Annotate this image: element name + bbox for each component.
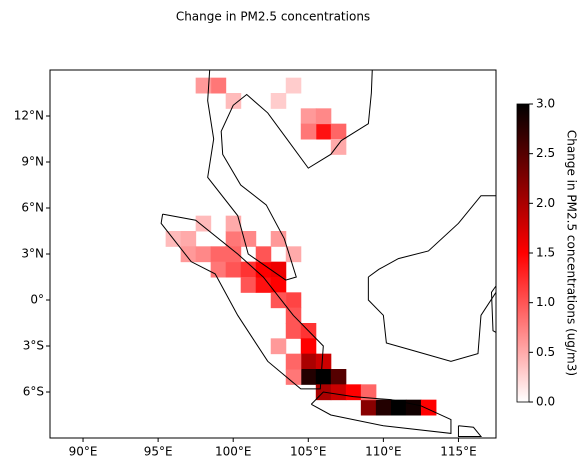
x-tick-label: 105°E: [290, 445, 327, 459]
heat-cell: [270, 277, 287, 293]
heat-cell: [330, 384, 347, 401]
heat-cell: [240, 277, 257, 293]
heat-cell: [405, 399, 422, 416]
heat-cell: [345, 384, 362, 401]
heat-cell: [285, 292, 302, 309]
heat-cell: [225, 93, 242, 109]
heat-cell: [240, 231, 257, 247]
heat-cell: [330, 139, 347, 155]
heat-cell: [195, 215, 212, 232]
heat-cell: [300, 353, 317, 370]
heat-cell: [315, 353, 332, 370]
heat-cell: [255, 277, 272, 293]
heat-cell: [390, 399, 407, 416]
heat-cell: [285, 369, 302, 385]
colorbar-tick-label: 2.0: [536, 196, 555, 210]
heat-cell: [255, 246, 272, 263]
y-tick-label: 6°S: [23, 385, 44, 399]
coastline: [490, 285, 496, 334]
x-tick-label: 100°E: [215, 445, 252, 459]
coastline: [457, 425, 483, 437]
heat-cell: [360, 384, 377, 401]
heat-cell: [330, 123, 347, 140]
heat-cell: [270, 93, 287, 109]
heat-cell: [375, 399, 392, 416]
colorbar: [516, 103, 530, 403]
heat-cell: [180, 231, 197, 247]
colorbar-tick-label: 1.5: [536, 246, 555, 260]
heat-cell: [225, 261, 242, 278]
heat-cell: [240, 261, 257, 278]
heat-cell: [300, 338, 317, 355]
coastline: [160, 213, 324, 390]
heat-cell: [180, 246, 197, 263]
heat-cell: [315, 369, 332, 385]
y-tick-label: 6°N: [21, 201, 44, 215]
heat-cell: [270, 338, 287, 355]
x-tick-label: 90°E: [69, 445, 98, 459]
heat-cell: [285, 77, 302, 94]
x-tick-label: 95°E: [144, 445, 173, 459]
y-tick-label: 3°N: [21, 247, 44, 261]
heat-cell: [360, 399, 377, 416]
coastline: [310, 391, 452, 434]
heat-cell: [300, 108, 317, 125]
y-tick-label: 0°: [30, 293, 44, 307]
heat-cell: [225, 246, 242, 263]
heat-cell: [285, 323, 302, 339]
x-tick-label: 110°E: [365, 445, 402, 459]
heat-cell: [195, 246, 212, 263]
heat-cell: [210, 77, 227, 94]
x-tick-label: 115°E: [440, 445, 477, 459]
colorbar-tick-label: 1.0: [536, 295, 555, 309]
heat-cell: [330, 369, 347, 385]
colorbar-tick-label: 3.0: [536, 97, 555, 111]
chart-title: Change in PM2.5 concentrations: [176, 10, 370, 24]
heat-cell: [315, 123, 332, 140]
colorbar-tick-label: 0.0: [536, 395, 555, 409]
heat-cell: [210, 246, 227, 263]
y-tick-label: 12°N: [14, 109, 44, 123]
y-tick-label: 9°N: [21, 155, 44, 169]
heat-cell: [225, 231, 242, 247]
colorbar-label: Change in PM2.5 concentrations (ug/m3): [565, 130, 579, 376]
heat-cell: [300, 123, 317, 140]
heat-cell: [270, 261, 287, 278]
heat-cell: [300, 369, 317, 385]
heat-cell: [285, 353, 302, 370]
map-frame: [49, 69, 497, 439]
colorbar-tick-label: 0.5: [536, 345, 555, 359]
coastline: [207, 70, 373, 281]
colorbar-tick-label: 2.5: [536, 146, 555, 160]
heat-cell: [225, 215, 242, 232]
heat-cell: [285, 246, 302, 263]
heat-cell: [315, 108, 332, 125]
heat-cell: [195, 77, 212, 94]
y-tick-label: 3°S: [23, 339, 44, 353]
heat-cell: [210, 261, 227, 278]
heat-cell: [270, 292, 287, 309]
coastline: [367, 195, 496, 362]
heat-cell: [420, 399, 437, 416]
